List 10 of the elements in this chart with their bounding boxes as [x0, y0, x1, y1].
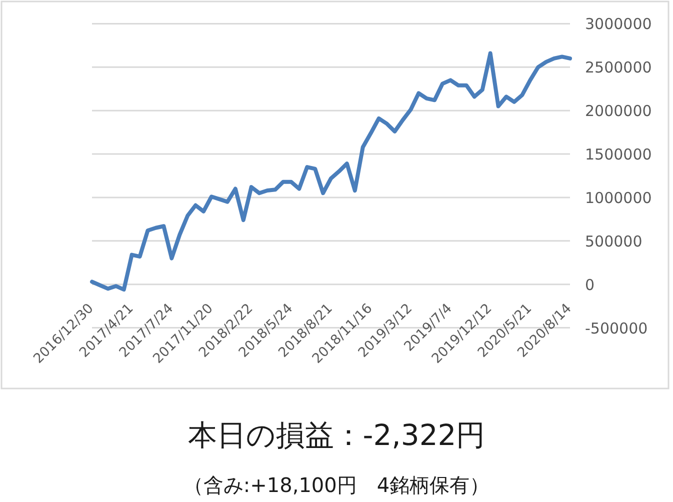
y-tick-label: 1500000: [585, 146, 652, 164]
y-tick-label: -500000: [585, 319, 648, 338]
y-tick-label: 500000: [585, 232, 642, 250]
text: 本日の損益：-2,322円: [188, 418, 486, 452]
y-tick-label: 3000000: [585, 15, 652, 34]
y-tick-label: 0: [585, 276, 595, 294]
y-tick-label: 2000000: [585, 102, 652, 120]
text: （含み:+18,100円 4銘柄保有）: [183, 473, 490, 497]
y-tick-label: 2500000: [585, 58, 652, 77]
y-tick-label: 1000000: [585, 188, 652, 207]
